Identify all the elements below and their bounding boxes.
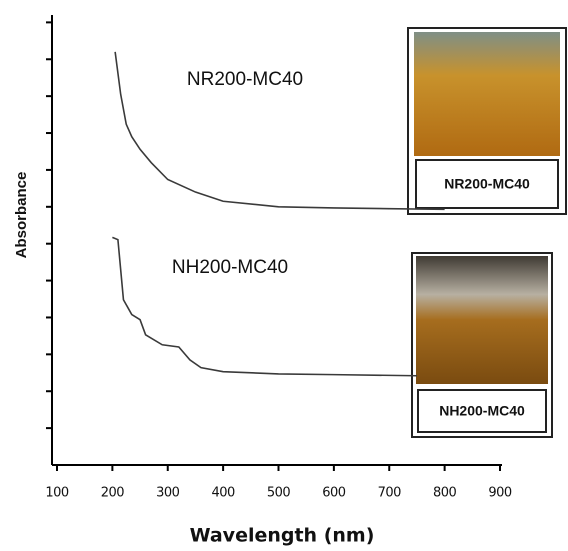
inset-photo: NH200-MC40 [411, 252, 553, 438]
x-tick-label: 800 [433, 486, 457, 501]
x-tick-label: 300 [156, 486, 180, 501]
inset-label: NR200-MC40 [444, 176, 530, 192]
data-line [114, 51, 445, 211]
x-tick-label: 900 [488, 486, 512, 501]
x-axis-label: Wavelength (nm) [190, 525, 375, 547]
series-label: NH200-MC40 [172, 257, 288, 278]
x-tick-label: 600 [322, 486, 346, 501]
x-tick-label: 200 [101, 486, 125, 501]
series-label: NR200-MC40 [187, 69, 303, 90]
x-tick-label: 400 [211, 486, 235, 501]
data-line [112, 236, 417, 377]
x-tick-label: 100 [45, 486, 69, 501]
y-axis-label: Absorbance [13, 172, 30, 259]
inset-photo: NR200-MC40 [407, 27, 567, 215]
x-tick-label: 700 [378, 486, 402, 501]
x-tick-label: 500 [267, 486, 291, 501]
inset-label: NH200-MC40 [439, 403, 525, 419]
